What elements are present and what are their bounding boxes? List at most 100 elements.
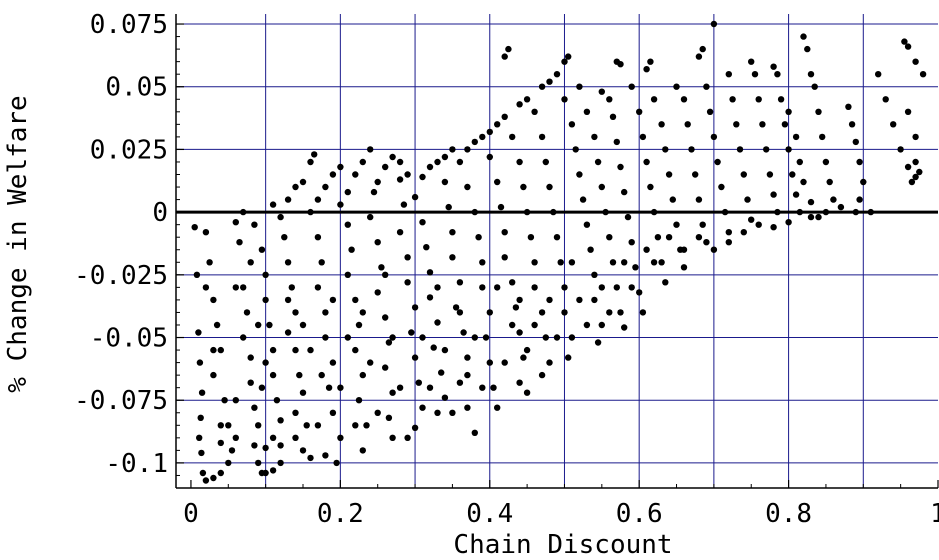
data-point [307,208,314,216]
x-tick-label: 0.4 [466,499,513,529]
data-point [774,71,781,78]
data-point [426,294,434,301]
data-point [852,208,859,216]
x-axis-ticks: 0 0.2 0.4 0.6 0.8 1 [183,480,939,529]
y-tick-label: 0 [152,198,168,228]
data-point [781,121,789,128]
data-points [191,20,927,484]
data-point [479,133,486,141]
data-point [251,442,258,449]
data-point [587,246,594,253]
data-point [710,20,718,28]
data-point [621,259,628,266]
data-point [213,321,221,329]
data-point [277,417,284,424]
data-point [202,284,210,291]
data-point [221,397,228,404]
data-point [464,183,471,191]
data-point [904,108,912,116]
data-point [314,196,322,203]
y-tick-label: -0.05 [90,324,168,354]
data-point [419,219,426,226]
data-point [202,477,210,484]
data-point [643,158,650,166]
data-point [441,394,449,401]
data-point [314,284,322,291]
data-point [408,329,415,336]
data-point [568,334,576,341]
data-point [434,319,441,326]
data-point [370,188,378,196]
data-point [673,221,680,228]
data-point [198,449,205,457]
data-point [796,158,803,166]
data-point [583,221,591,228]
x-tick-label: 0.2 [317,499,364,529]
data-point [337,384,344,391]
data-point [355,321,363,329]
data-point [352,422,359,429]
data-point [639,133,647,141]
grid-lines [176,14,938,488]
data-point [359,309,366,316]
data-point [617,60,624,68]
data-point [296,371,303,379]
data-point [322,183,329,191]
data-point [710,246,718,253]
data-point [561,284,568,291]
data-point [217,422,224,429]
data-point [688,146,695,153]
data-point [695,196,703,203]
data-point [624,213,632,221]
data-point [579,196,587,203]
data-point [598,183,605,191]
data-point [516,101,523,108]
data-point [822,158,830,166]
data-point [471,208,478,216]
data-point [740,171,747,178]
data-point [759,121,766,128]
data-point [374,239,381,246]
data-point [382,163,389,171]
data-point [613,284,620,291]
data-point [703,83,710,90]
data-point [258,384,266,391]
data-point [516,158,523,166]
data-point [598,88,605,95]
x-tick-label: 1 [930,499,939,529]
data-point [404,434,411,441]
data-point [613,138,620,146]
data-point [217,439,224,447]
data-point [292,409,299,416]
data-point [516,379,523,386]
data-point [725,71,732,78]
data-point [438,369,445,376]
data-point [606,309,613,316]
data-point [662,146,669,153]
data-point [426,384,434,391]
data-point [314,422,322,429]
data-point [523,389,531,396]
data-point [748,216,755,223]
data-point [594,158,602,166]
data-point [546,78,553,85]
x-tick-label: 0 [183,499,199,529]
data-point [240,334,247,341]
data-point [266,321,273,329]
data-point [449,229,456,236]
data-point [322,452,329,459]
data-point [658,121,665,128]
data-point [232,219,239,226]
data-point [277,442,284,449]
data-point [441,346,449,354]
data-point [516,329,523,336]
data-point [262,296,269,304]
plot-frame [175,14,938,489]
data-point [583,321,591,329]
data-point [890,121,897,128]
data-point [553,334,561,341]
data-point [232,397,239,404]
data-point [486,153,493,161]
data-point [337,434,344,441]
data-point [482,334,490,341]
